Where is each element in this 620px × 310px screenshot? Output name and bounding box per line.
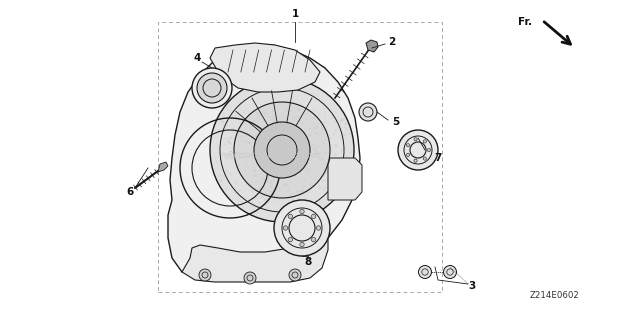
Circle shape bbox=[244, 272, 256, 284]
Text: Fr.: Fr. bbox=[518, 17, 532, 27]
Circle shape bbox=[254, 122, 310, 178]
Circle shape bbox=[316, 226, 321, 230]
Circle shape bbox=[398, 130, 438, 170]
Text: 8: 8 bbox=[304, 257, 312, 267]
Circle shape bbox=[427, 148, 431, 152]
Circle shape bbox=[414, 138, 417, 141]
Circle shape bbox=[300, 209, 304, 214]
Circle shape bbox=[289, 269, 301, 281]
Polygon shape bbox=[158, 162, 168, 172]
Text: Z214E0602: Z214E0602 bbox=[530, 291, 580, 300]
Circle shape bbox=[443, 265, 456, 278]
Circle shape bbox=[197, 73, 227, 103]
Polygon shape bbox=[328, 158, 362, 200]
Circle shape bbox=[288, 237, 293, 242]
Circle shape bbox=[288, 214, 293, 219]
Text: 2: 2 bbox=[388, 37, 396, 47]
Circle shape bbox=[414, 159, 417, 162]
Circle shape bbox=[311, 237, 316, 242]
Circle shape bbox=[407, 144, 410, 147]
Text: 7: 7 bbox=[435, 153, 441, 163]
Text: 5: 5 bbox=[392, 117, 400, 127]
Circle shape bbox=[234, 102, 330, 198]
Circle shape bbox=[199, 269, 211, 281]
Circle shape bbox=[423, 140, 427, 143]
Text: 3: 3 bbox=[468, 281, 476, 291]
Circle shape bbox=[274, 200, 330, 256]
Circle shape bbox=[311, 214, 316, 219]
Polygon shape bbox=[210, 43, 320, 92]
Circle shape bbox=[192, 68, 232, 108]
Circle shape bbox=[423, 157, 427, 160]
Circle shape bbox=[283, 226, 288, 230]
Text: 6: 6 bbox=[126, 187, 134, 197]
Polygon shape bbox=[182, 238, 328, 282]
Circle shape bbox=[300, 242, 304, 247]
Polygon shape bbox=[168, 45, 360, 272]
Text: eReplacementParts.com: eReplacementParts.com bbox=[223, 150, 321, 160]
Circle shape bbox=[407, 153, 410, 156]
Polygon shape bbox=[366, 40, 378, 52]
Circle shape bbox=[210, 78, 354, 222]
Circle shape bbox=[418, 265, 432, 278]
Text: 4: 4 bbox=[193, 53, 201, 63]
Circle shape bbox=[359, 103, 377, 121]
Text: 1: 1 bbox=[291, 9, 299, 19]
